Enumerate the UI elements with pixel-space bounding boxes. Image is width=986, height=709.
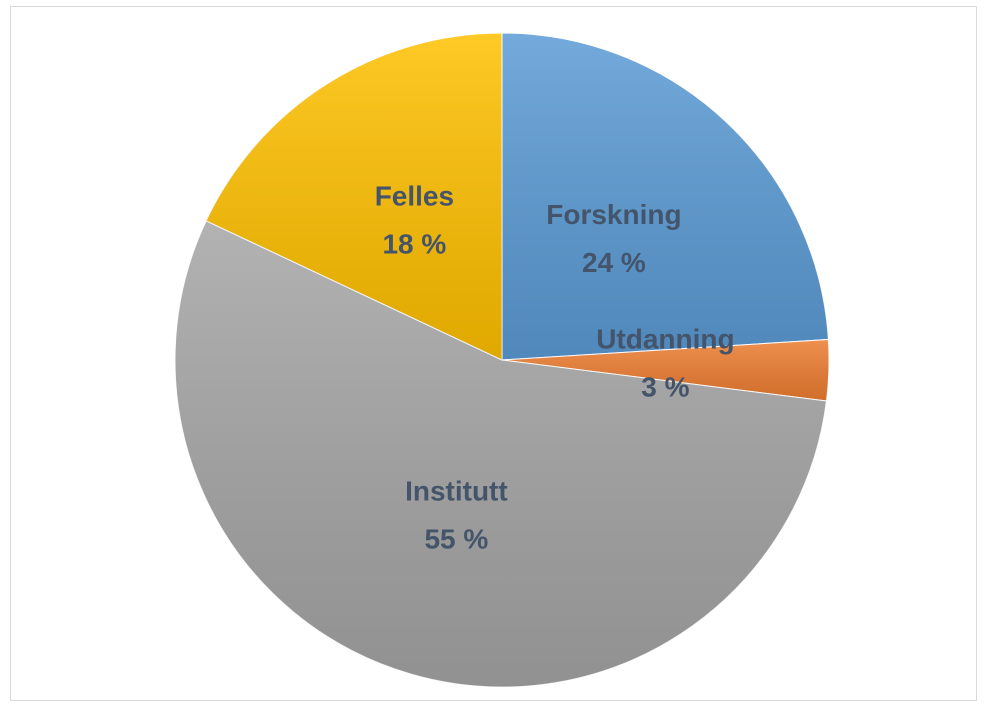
slice-label: Felles	[375, 180, 454, 211]
slice-value-label: 24 %	[582, 247, 646, 278]
slice-value-label: 18 %	[382, 228, 446, 259]
slice-label: Utdanning	[596, 324, 734, 355]
slice-value-label: 3 %	[641, 372, 689, 403]
slice-label: Institutt	[405, 475, 508, 506]
slice-value-label: 55 %	[424, 523, 488, 554]
slice-label: Forskning	[546, 199, 681, 230]
